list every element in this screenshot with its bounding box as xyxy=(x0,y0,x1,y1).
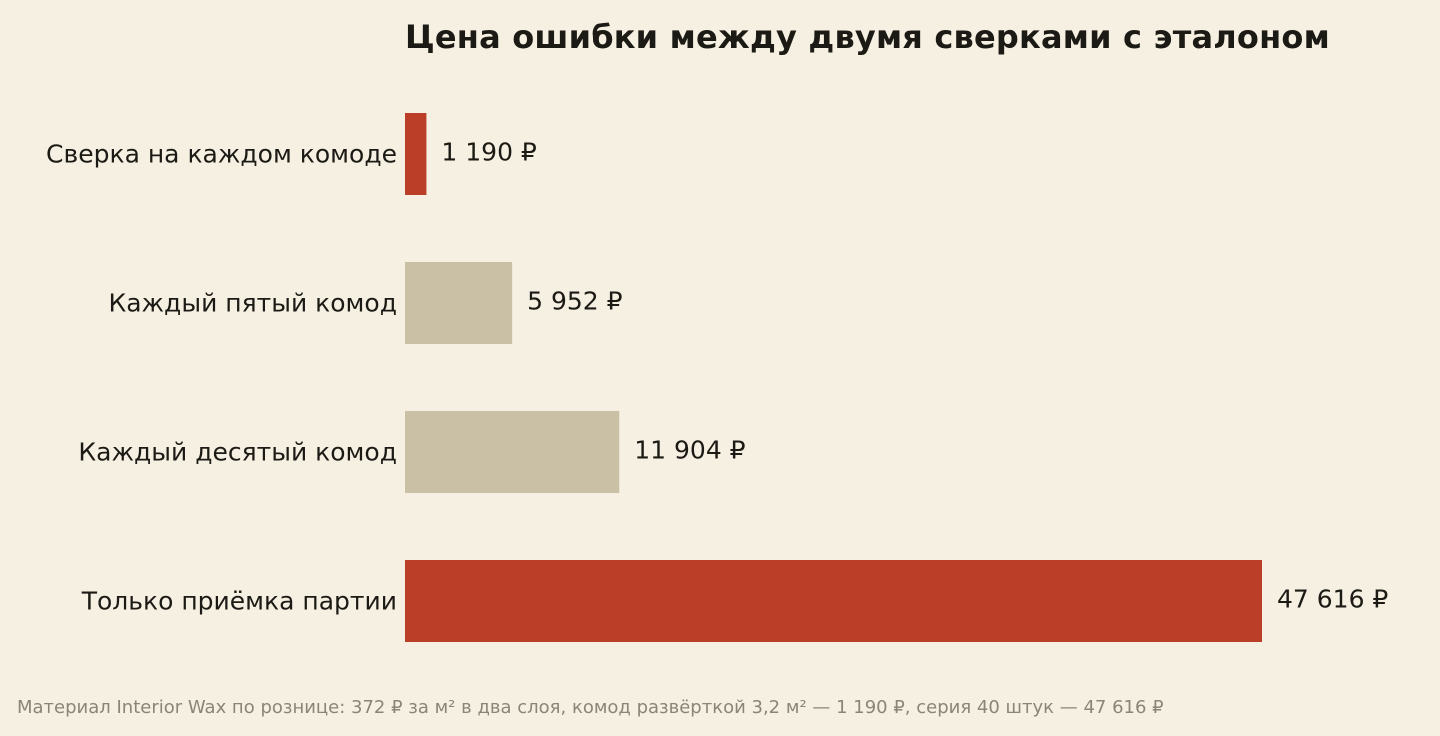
value-label-4: 47 616 ₽ xyxy=(1277,585,1388,614)
bar-3 xyxy=(405,411,620,493)
category-label-4: Только приёмка партии xyxy=(81,587,397,616)
category-label-3: Каждый десятый комод xyxy=(78,438,397,467)
value-label-2: 5 952 ₽ xyxy=(527,287,623,316)
category-label-1: Сверка на каждом комоде xyxy=(46,140,397,169)
bar-1 xyxy=(405,113,427,195)
value-label-1: 1 190 ₽ xyxy=(441,138,537,167)
bar-2 xyxy=(405,262,513,344)
value-label-3: 11 904 ₽ xyxy=(634,436,745,465)
bar-4 xyxy=(405,560,1262,642)
category-label-2: Каждый пятый комод xyxy=(108,289,397,318)
chart-title: Цена ошибки между двумя сверками с этало… xyxy=(405,18,1330,56)
chart-footnote: Материал Interior Wax по рознице: 372 ₽ … xyxy=(17,697,1164,718)
